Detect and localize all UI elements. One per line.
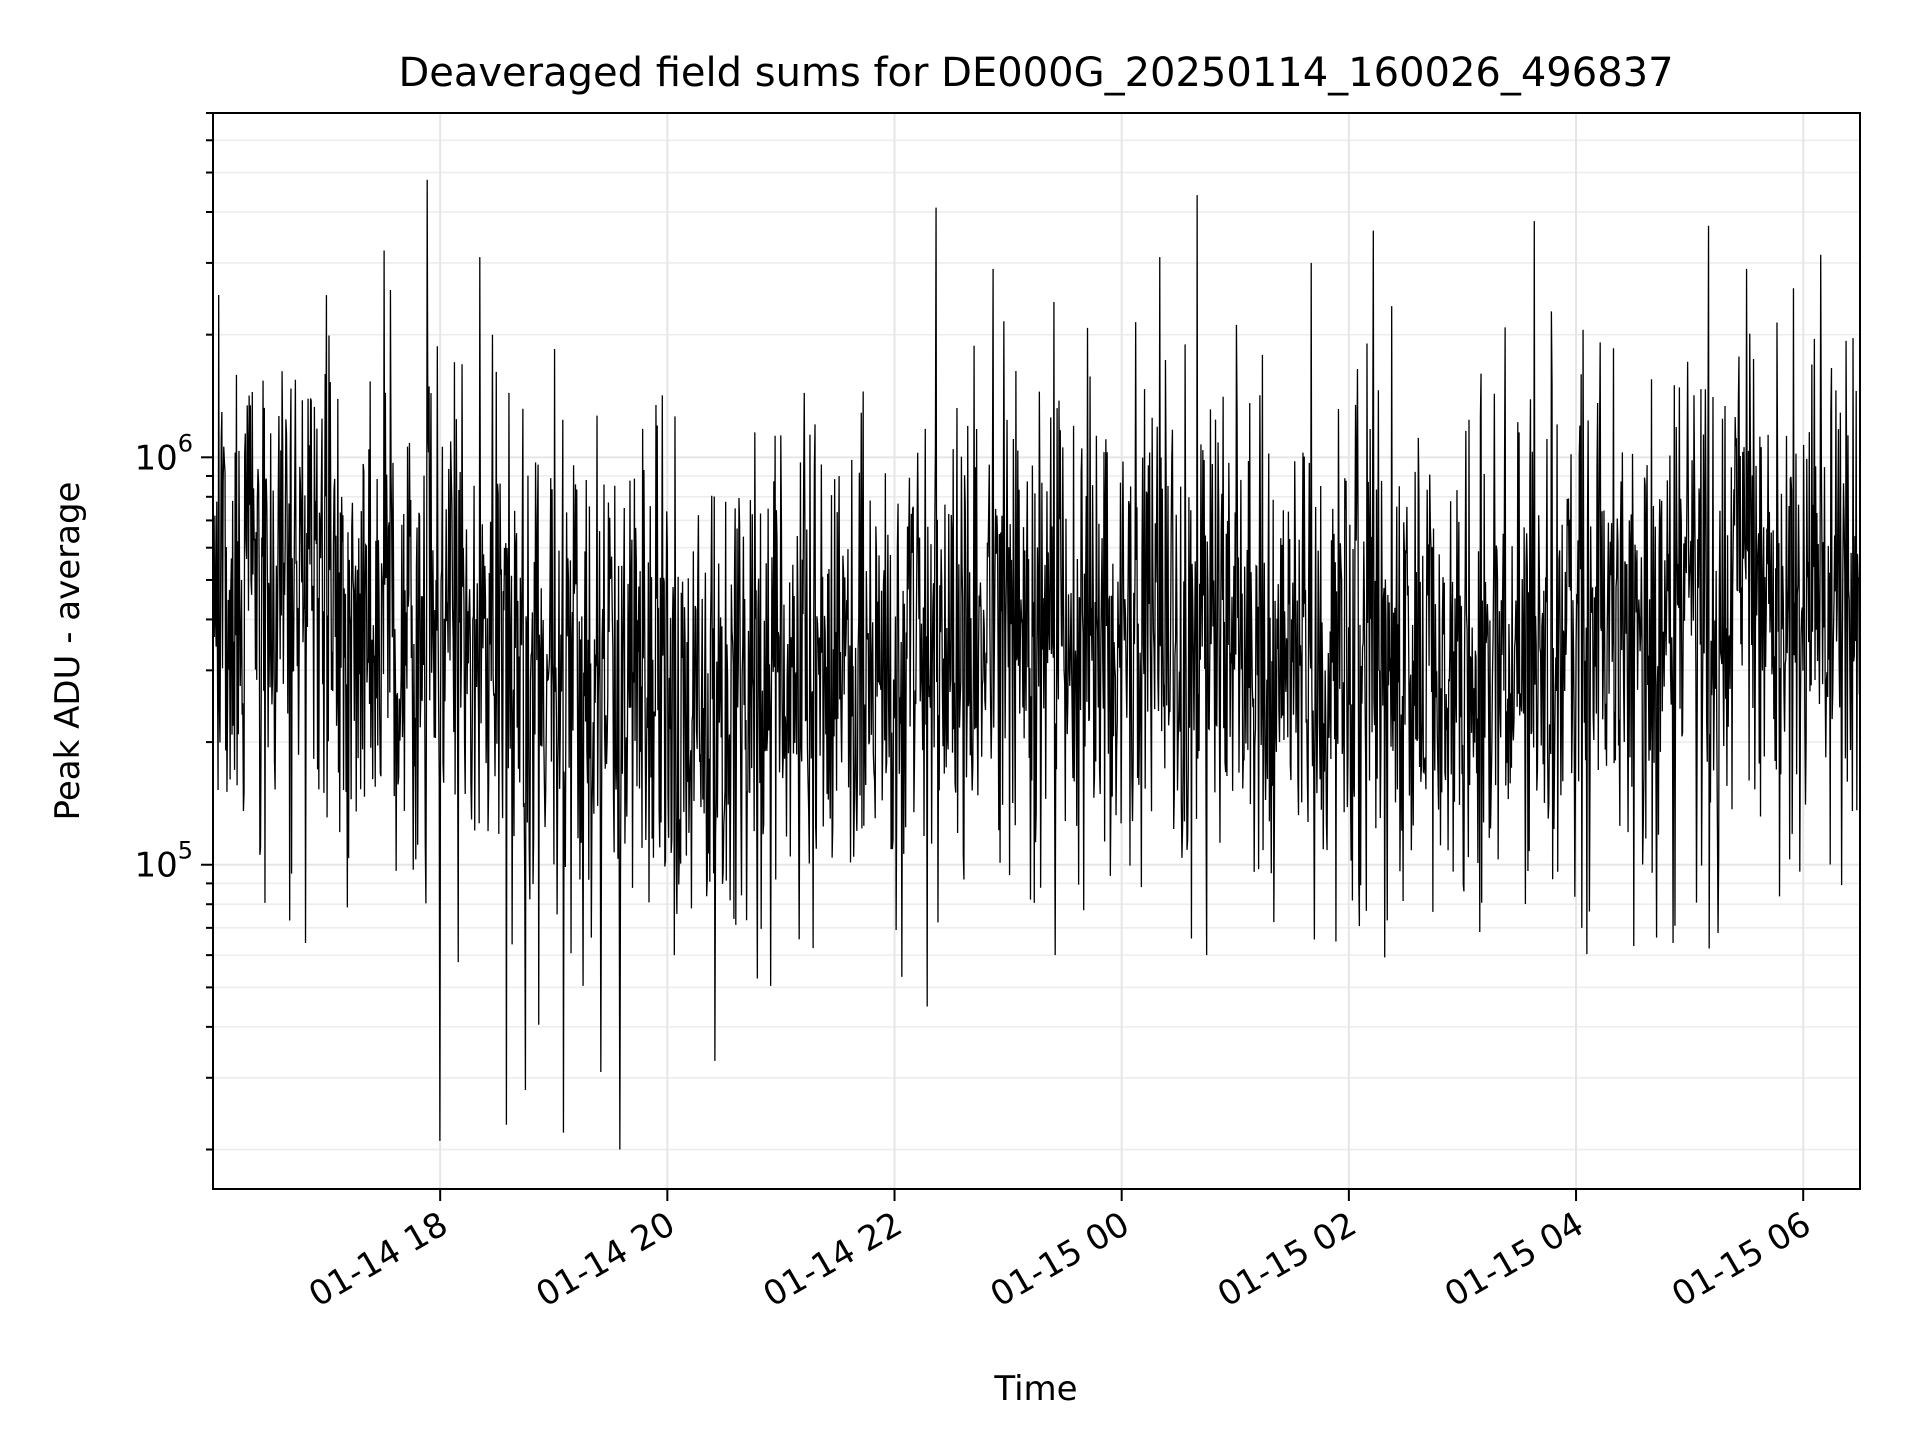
y-tick-label: 106 (134, 429, 193, 478)
y-axis-label: Peak ADU - average (48, 482, 88, 821)
chart-title: Deaveraged field sums for DE000G_2025011… (398, 50, 1673, 96)
x-tick-label: 01-15 02 (1211, 1204, 1363, 1315)
x-tick-label: 01-15 06 (1665, 1204, 1817, 1315)
x-axis-label: Time (993, 1369, 1077, 1409)
x-tick-label: 01-15 00 (984, 1204, 1136, 1315)
y-tick-label: 105 (134, 837, 193, 886)
x-tick-label: 01-14 22 (757, 1204, 909, 1315)
x-tick-label: 01-14 18 (302, 1204, 454, 1315)
x-tick-label: 01-15 04 (1438, 1204, 1590, 1315)
x-tick-label: 01-14 20 (529, 1204, 681, 1315)
